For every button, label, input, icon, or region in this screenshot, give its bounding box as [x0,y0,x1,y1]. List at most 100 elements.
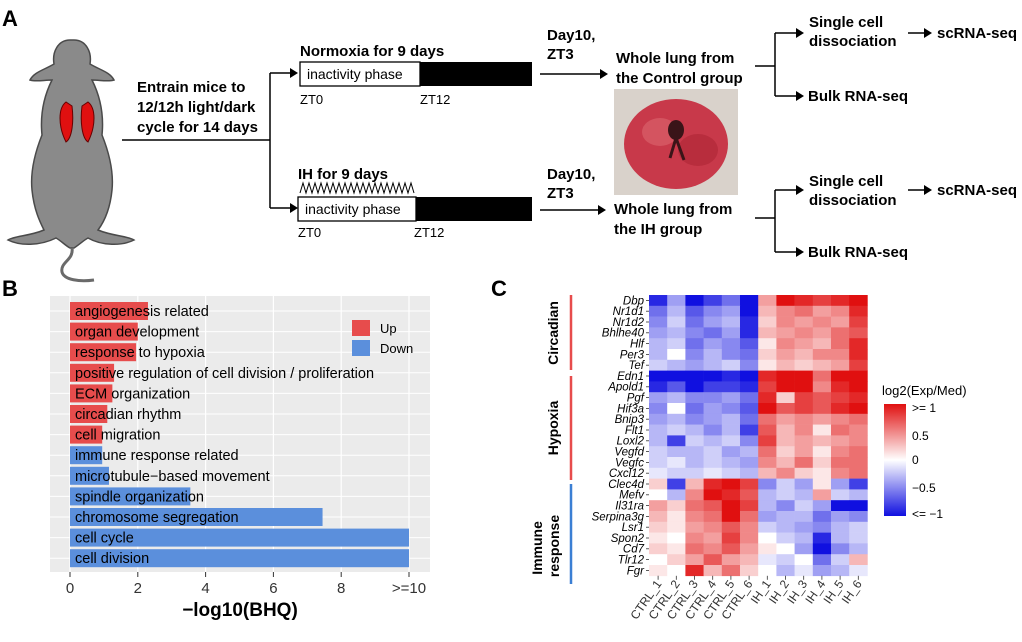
heatmap-cell [794,338,814,350]
heatmap-cell [849,500,868,512]
heatmap-cell [721,316,741,328]
heatmap-cell [721,327,741,339]
heatmap-cell [794,500,814,512]
heatmap-row-groups: Circadian Hypoxia Immune response [529,295,573,584]
heatmap-cell [776,457,795,469]
group-label-immune: Immune response [529,515,562,577]
heatmap-cell [831,370,850,382]
heatmap-cell [703,521,723,533]
heatmap-cell [740,500,759,512]
heatmap-cell [794,413,814,425]
heatmap-cell [758,381,777,393]
heatmap-cell [667,316,686,328]
heatmap-cell [849,554,868,566]
heatmap-cell [758,424,777,436]
heatmap-cell [812,424,832,436]
heatmap-cell [794,370,814,382]
bar [70,343,137,362]
heatmap-row-label: Apold1 [607,382,644,394]
heatmap-cell [849,413,868,425]
legend-down-label: Down [380,341,413,356]
heatmap-cell [703,500,723,512]
heatmap-cell [649,467,668,479]
heatmap-cell [703,403,723,415]
heatmap-cell [758,305,777,317]
heatmap-cell [849,349,868,361]
heatmap-cell [667,565,686,577]
heatmap-cell [758,554,777,566]
bar-category-label: chromosome segregation [75,510,239,526]
heatmap-cell [794,521,814,533]
arrow-head-icon [924,185,932,195]
heatmap-cell [721,338,741,350]
heatmap-cell [649,338,668,350]
heatmap-cell [685,392,704,404]
heatmap-cell [740,521,759,533]
heatmap-cell [812,467,832,479]
heatmap-cell [667,478,686,490]
heatmap-cell [812,316,832,328]
panel-label-b: B [2,276,18,301]
heatmap-cell [812,543,832,555]
heatmap-cell [812,511,832,523]
heatmap-cell [758,392,777,404]
heatmap-cell [667,370,686,382]
heatmap-cell [794,349,814,361]
heatmap-cell [721,489,741,501]
heatmap-legend-tick: <= −1 [912,507,943,521]
heatmap-cell [649,500,668,512]
heatmap-cell [758,359,777,371]
heatmap-cell [703,435,723,447]
heatmap-cell [649,478,668,490]
heatmap-row-label: Lsr1 [622,522,644,534]
bar [70,487,191,506]
heatmap-cell [721,305,741,317]
heatmap-cell [685,511,704,523]
heatmap-cell [740,435,759,447]
heatmap-row-label: Serpina3g [592,511,645,523]
heatmap-cell [758,500,777,512]
heatmap-cell [667,349,686,361]
bar [70,384,113,403]
group-label-circadian: Circadian [545,301,561,365]
heatmap-cell [667,295,686,307]
panel-label-a: A [2,6,18,31]
heatmap-cell [721,467,741,479]
heatmap-cell [776,349,795,361]
heatmap-row-label: Mefv [619,490,645,502]
heatmap-cell [776,489,795,501]
heatmap-cell [758,478,777,490]
lung-photo [614,89,738,195]
heatmap-cell [685,435,704,447]
heatmap-cell [831,349,850,361]
mouse-tail-icon [60,247,95,283]
heatmap-row-label: Hif3a [617,403,644,415]
heatmap-cell [703,295,723,307]
heatmap-cell [776,370,795,382]
heatmap-cell [776,359,795,371]
ih-title: IH for 9 days [298,166,388,183]
heatmap-cell [649,511,668,523]
heatmap-cell [776,403,795,415]
heatmap-cell [758,521,777,533]
normoxia-zt0: ZT0 [300,92,323,107]
heatmap-cell [703,370,723,382]
control-bulk: Bulk RNA-seq [808,88,908,105]
heatmap-cell [776,532,795,544]
legend-up-label: Up [380,321,397,336]
heatmap-row-label: Clec4d [608,479,644,491]
heatmap-row-label: Vegfd [614,447,644,459]
heatmap-cell [667,511,686,523]
heatmap-cell [740,305,759,317]
heatmap-cell [794,392,814,404]
heatmap-cell [776,467,795,479]
heatmap-cell [776,392,795,404]
bar-chart-legend: Up Down [352,320,413,356]
heatmap-cell [721,349,741,361]
heatmap-cell [649,554,668,566]
heatmap-cell [667,489,686,501]
heatmap-cell [667,532,686,544]
heatmap-cell [849,295,868,307]
legend-down-swatch [352,340,370,356]
heatmap-cell [812,413,832,425]
